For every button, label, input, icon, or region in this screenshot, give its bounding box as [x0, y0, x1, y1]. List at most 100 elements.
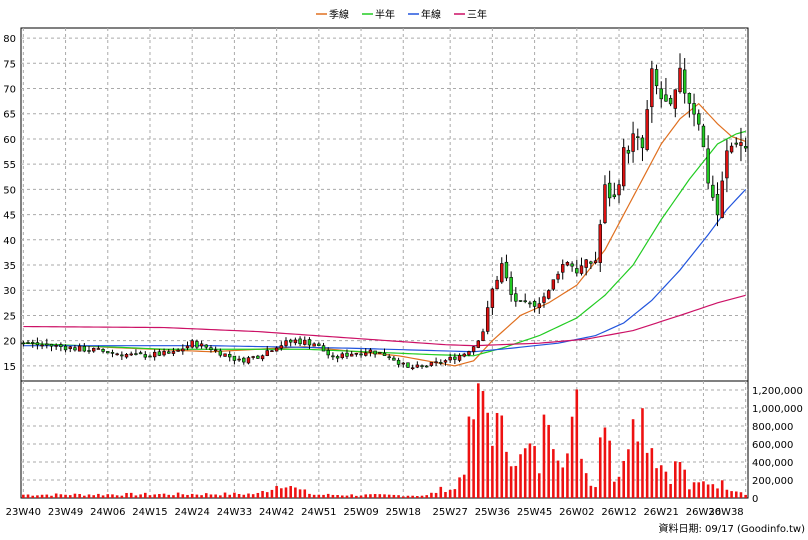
volume-bar — [547, 424, 550, 498]
volume-bar — [622, 460, 625, 498]
volume-bar — [200, 495, 203, 498]
candle-body — [537, 303, 541, 309]
candle-body — [218, 350, 223, 356]
volume-bar — [148, 495, 152, 498]
legend-item-quarter: 季線 — [316, 8, 349, 21]
candle-body — [729, 145, 734, 153]
candlestick — [617, 179, 621, 204]
volume-bar — [650, 448, 654, 498]
candlestick — [204, 344, 208, 350]
candle-body — [523, 300, 527, 303]
volume-bar — [434, 492, 438, 498]
candlestick — [631, 121, 635, 163]
volume-bar — [580, 458, 583, 498]
price-tick-label: 65 — [3, 110, 16, 121]
volume-bar — [106, 494, 110, 498]
candle-body — [420, 365, 424, 367]
candle-body — [129, 353, 133, 356]
candle-body — [312, 343, 316, 347]
x-axis: 23W40 23W49 24W06 24W15 24W24 24W33 24W42 24W51… — [6, 507, 744, 518]
candlestick — [359, 349, 363, 358]
candlestick — [734, 137, 738, 148]
candlestick — [298, 336, 302, 347]
candle-body — [237, 358, 241, 361]
volume-bar — [406, 495, 410, 498]
x-tick-label: 26W02 — [559, 507, 594, 518]
candlestick — [575, 259, 579, 277]
volume-bars — [22, 383, 747, 498]
candle-body — [415, 364, 420, 368]
candle-body — [82, 346, 87, 352]
price-tick-label: 35 — [3, 261, 16, 272]
candlestick — [335, 354, 340, 363]
volume-bar — [31, 495, 35, 498]
volume-bar — [204, 493, 208, 498]
candlestick — [195, 339, 199, 350]
volume-bar — [115, 495, 119, 498]
candle-body — [448, 356, 452, 361]
candle-body — [326, 350, 330, 356]
volume-bar — [472, 419, 475, 498]
volume-bar — [669, 483, 672, 498]
candlestick — [237, 355, 241, 362]
volume-bar — [523, 448, 527, 498]
candle-body — [317, 343, 321, 346]
candle-body — [293, 339, 298, 344]
candlestick — [382, 348, 387, 356]
volume-bar — [659, 465, 663, 498]
candlestick — [439, 359, 443, 366]
volume-bar — [92, 495, 95, 498]
candlestick — [120, 351, 124, 360]
candlestick — [654, 64, 659, 95]
volume-bar — [439, 486, 443, 498]
volume-tick-label: 600,000 — [752, 440, 793, 451]
candlestick — [199, 340, 204, 349]
candle-body — [429, 362, 434, 366]
candlestick — [711, 175, 715, 201]
candle-body — [288, 339, 293, 343]
candle-body — [359, 353, 363, 356]
volume-bar — [425, 495, 429, 498]
candlestick — [185, 341, 190, 351]
volume-bar — [481, 391, 485, 498]
candle-body — [654, 69, 659, 87]
candle-body — [59, 344, 63, 347]
candle-body — [242, 357, 246, 363]
candlestick — [274, 346, 279, 352]
x-tick-label: 24W33 — [217, 507, 252, 518]
volume-bar — [275, 486, 278, 498]
volume-bar — [519, 454, 522, 498]
volume-bar — [172, 495, 175, 498]
price-plot-frame — [20, 27, 749, 382]
candlestick — [729, 142, 734, 154]
candle-body — [73, 347, 77, 351]
price-axis: 15 20 25 30 35 40 45 50 55 60 65 70 75 80 — [3, 34, 16, 373]
candlestick — [523, 293, 527, 304]
candle-body — [40, 344, 44, 347]
candlestick — [340, 351, 344, 360]
volume-bar — [111, 494, 114, 498]
volume-bar — [641, 408, 644, 498]
volume-bar — [533, 446, 536, 498]
volume-bar — [730, 491, 733, 498]
legend-item-year: 年線 — [408, 8, 441, 21]
candlestick — [593, 251, 598, 265]
candlestick — [579, 257, 584, 276]
candle-body — [213, 349, 218, 352]
candlestick — [167, 349, 171, 354]
candle-body — [579, 265, 584, 274]
candlestick — [467, 350, 471, 357]
candlestick — [471, 346, 476, 356]
candlestick — [73, 344, 77, 352]
volume-bar — [355, 495, 358, 498]
volume-tick-label: 1,000,000 — [752, 404, 803, 415]
volume-bar — [444, 492, 447, 498]
ma-line — [23, 294, 746, 347]
volume-bar — [139, 494, 142, 498]
volume-bar — [725, 489, 729, 498]
price-grid — [21, 28, 748, 498]
candlestick — [326, 347, 330, 359]
volume-bar — [289, 486, 292, 498]
candlestick — [425, 364, 429, 368]
volume-bar — [383, 494, 386, 498]
